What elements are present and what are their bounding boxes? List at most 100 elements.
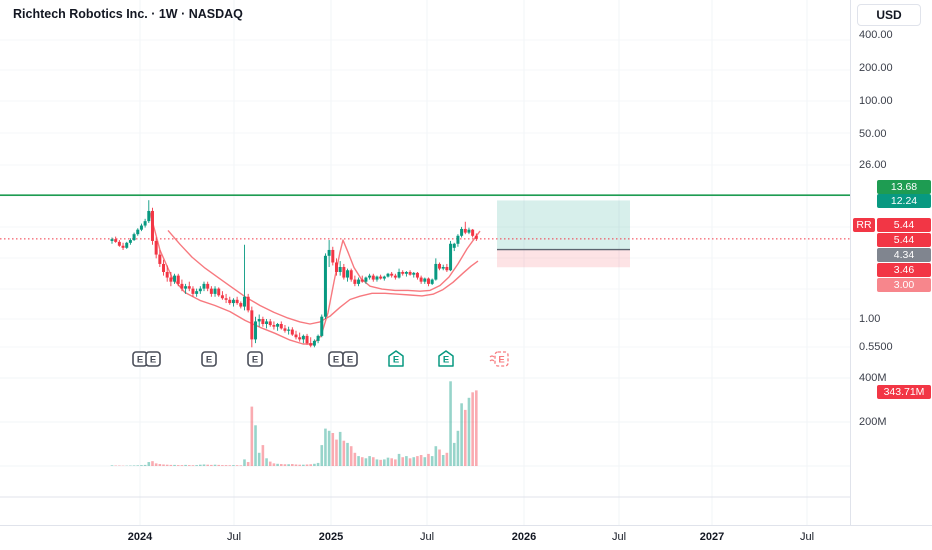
price-axis[interactable]: 400.00 200.00 100.00 50.00 26.00 1.00 0.5500 40… xyxy=(850,0,932,525)
volume-bar xyxy=(441,455,445,466)
earnings-marker-icon[interactable]: E xyxy=(438,350,454,367)
candle-body xyxy=(136,229,140,235)
earnings-marker-icon[interactable]: E xyxy=(388,350,404,367)
volume-bar xyxy=(416,456,419,466)
volume-bar xyxy=(162,464,165,466)
candle-body xyxy=(390,273,394,276)
position-target-label-badge[interactable]: 12.24 xyxy=(877,194,931,208)
volume-bar xyxy=(221,465,224,466)
volume-bar xyxy=(342,440,346,466)
price-tick-label: 100.00 xyxy=(859,95,893,107)
time-tick-label: 2025 xyxy=(318,531,344,543)
volume-bar xyxy=(316,462,320,466)
volume-bar xyxy=(243,459,246,466)
earnings-marker-icon[interactable]: E xyxy=(201,351,217,367)
candle-body xyxy=(162,263,166,272)
volume-bar xyxy=(430,456,434,466)
volume-bar xyxy=(287,464,290,466)
volume-bar xyxy=(235,465,239,466)
candle-body xyxy=(139,225,143,230)
volume-bar xyxy=(276,463,279,466)
horizontal-line-label-badge[interactable]: 13.68 xyxy=(877,180,931,194)
candle-body xyxy=(173,275,177,282)
volume-bar xyxy=(136,465,140,466)
volume-bar xyxy=(449,381,452,466)
earnings-marker-icon[interactable]: E xyxy=(145,351,161,367)
candle-body xyxy=(449,243,453,271)
symbol-title[interactable]: Richtech Robotics Inc. · 1W · NASDAQ xyxy=(13,7,243,21)
candle-body xyxy=(150,210,154,241)
volume-bar xyxy=(187,465,191,466)
candle-body xyxy=(202,283,206,289)
earnings-marker-icon[interactable]: E xyxy=(489,351,509,367)
candle-body xyxy=(320,316,324,336)
currency-button[interactable]: USD xyxy=(857,4,921,26)
candle-body xyxy=(445,266,449,271)
candle-body xyxy=(327,249,331,256)
volume-bar xyxy=(456,430,460,466)
volume-bar xyxy=(467,397,471,466)
volume-bar xyxy=(195,465,198,466)
candle-body xyxy=(242,296,246,307)
candle-body xyxy=(110,239,114,241)
volume-bar xyxy=(224,465,228,466)
price-tick-label: 50.00 xyxy=(859,128,887,140)
candle-body xyxy=(187,286,191,289)
candle-body xyxy=(331,249,335,263)
earnings-marker-icon[interactable]: E xyxy=(342,351,358,367)
candle-body xyxy=(298,337,302,340)
earnings-marker-icon[interactable]: E xyxy=(328,351,344,367)
candle-body xyxy=(180,283,184,289)
svg-text:E: E xyxy=(150,355,156,366)
candle-body xyxy=(132,234,136,241)
candle-body xyxy=(209,288,213,294)
volume-bar xyxy=(460,403,463,466)
volume-bar xyxy=(309,464,313,466)
candle-body xyxy=(239,303,243,307)
position-stop-label-badge[interactable]: 3.46 xyxy=(877,263,931,277)
candle-body xyxy=(217,288,221,296)
candle-body xyxy=(408,271,412,275)
svg-text:E: E xyxy=(498,355,504,366)
volume-bar xyxy=(143,464,147,466)
candle-body xyxy=(353,279,357,284)
volume-bar xyxy=(423,457,427,466)
candle-body xyxy=(143,221,147,226)
time-tick-label: Jul xyxy=(226,531,242,543)
volume-bar xyxy=(327,430,331,466)
candle-body xyxy=(452,243,456,248)
earnings-marker-icon[interactable]: E xyxy=(247,351,263,367)
volume-bar xyxy=(412,457,416,466)
earnings-marker-icon[interactable]: E xyxy=(132,351,148,367)
volume-bar xyxy=(191,465,195,466)
volume-bar xyxy=(405,456,408,466)
candle-body xyxy=(268,321,272,326)
candle-body xyxy=(375,276,379,280)
time-tick-label: Jul xyxy=(419,531,435,543)
candle-body xyxy=(228,299,232,304)
volume-bar xyxy=(283,464,287,466)
candle-body xyxy=(368,275,372,278)
candle-body xyxy=(419,277,423,282)
position-entry-label-badge[interactable]: 4.34 xyxy=(877,248,931,262)
volume-bar xyxy=(110,465,114,466)
volume-bar xyxy=(176,465,180,466)
ma-slow-line xyxy=(167,229,479,325)
candle-body xyxy=(312,340,316,346)
svg-text:E: E xyxy=(443,355,449,366)
price-line-label-badge[interactable]: 5.44 xyxy=(877,233,931,247)
volume-bar xyxy=(210,464,213,466)
volume-bar xyxy=(427,453,430,466)
long-position-stop-zone[interactable] xyxy=(497,249,630,268)
volume-bar xyxy=(419,455,423,466)
volume-bar xyxy=(140,465,143,466)
time-axis[interactable]: 2024 Jul 2025 Jul 2026 Jul 2027 Jul xyxy=(0,525,932,550)
time-tick-label: 2027 xyxy=(699,531,725,543)
candle-body xyxy=(220,295,224,299)
volume-bar xyxy=(346,442,349,466)
long-position-profit-zone[interactable] xyxy=(497,200,630,250)
candle-body xyxy=(254,321,258,340)
time-tick-label: Jul xyxy=(611,531,627,543)
candle-body xyxy=(250,310,254,340)
